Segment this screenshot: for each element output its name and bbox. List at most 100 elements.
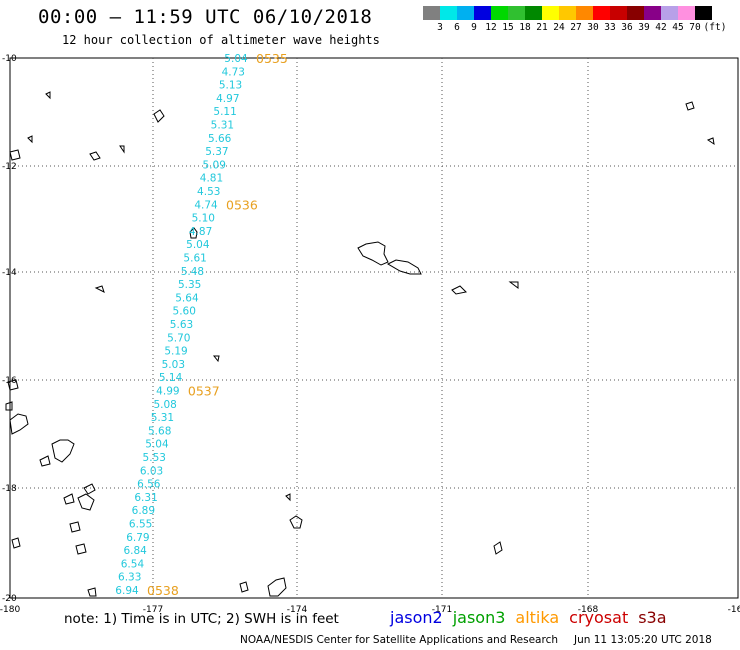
lon-tick-label: -177 <box>143 605 163 615</box>
legend-swatch <box>593 6 610 20</box>
swh-value: 5.68 <box>148 425 171 437</box>
legend-label: 27 <box>570 22 582 33</box>
island-small-17 <box>5 401 13 411</box>
legend-swatch <box>678 6 695 20</box>
island-tonga-1 <box>289 515 303 529</box>
island-small-2 <box>89 151 101 161</box>
generated-timestamp: Jun 11 13:05:20 UTC 2018 <box>574 634 712 646</box>
legend-label: 33 <box>604 22 616 33</box>
island-small-11 <box>11 537 21 549</box>
swh-value: 4.81 <box>200 173 223 185</box>
swh-value: 5.04 <box>186 239 210 251</box>
legend-swatch <box>491 6 508 20</box>
lon-tick-label: -180 <box>0 605 20 615</box>
legend-label: 36 <box>621 22 633 33</box>
island-fiji-vanua-levu <box>9 413 29 435</box>
island-small-19 <box>27 135 33 144</box>
swh-value: 6.89 <box>132 505 155 517</box>
swh-value: 6.33 <box>118 572 141 584</box>
map-frame <box>9 57 739 599</box>
swh-value: 5.04 <box>145 439 169 451</box>
swh-value: 4.97 <box>216 93 239 105</box>
island-savaii <box>357 241 389 266</box>
swh-value: 5.09 <box>203 159 226 171</box>
legend-label: 12 <box>485 22 497 33</box>
swh-value: 5.03 <box>162 359 185 371</box>
time-label: 0537 <box>188 384 220 399</box>
legend-label: 3 <box>437 22 443 33</box>
lat-lon-grid: -180 -177 -174 -171 -168 -16 -10 -12 -14 -16 -18 -2… <box>0 54 740 615</box>
swh-value: 6.31 <box>134 492 157 504</box>
swh-value: 4.87 <box>189 226 212 238</box>
lat-tick-label: -12 <box>2 162 17 172</box>
map-subtitle: 12 hour collection of altimeter wave hei… <box>62 33 380 47</box>
satellite-altika: altika <box>515 608 560 627</box>
island-tonga-2 <box>267 577 287 597</box>
swh-value: 5.11 <box>213 106 236 118</box>
island-small-7 <box>7 379 19 391</box>
island-small-4 <box>94 285 105 293</box>
island-small-10 <box>69 521 81 533</box>
legend-unit: (ft) <box>703 22 727 33</box>
swh-value: 5.66 <box>208 133 232 145</box>
island-outlines <box>5 91 715 597</box>
swh-value: 5.48 <box>181 266 204 278</box>
swh-value: 5.35 <box>178 279 201 291</box>
legend-label: 15 <box>502 22 514 33</box>
island-small-20 <box>119 145 125 154</box>
legend-swatch <box>695 6 712 20</box>
footer-credit: NOAA/NESDIS Center for Satellite Applica… <box>240 634 728 646</box>
island-niue <box>493 541 503 555</box>
legend-swatch <box>610 6 627 20</box>
swh-value: 4.73 <box>222 66 245 78</box>
legend-label: 6 <box>454 22 460 33</box>
island-small-9 <box>63 493 75 505</box>
legend-swatch <box>440 6 457 20</box>
lat-tick-label: -14 <box>2 268 17 278</box>
altimeter-track: 5.044.735.134.975.115.315.665.375.094.81… <box>115 51 288 598</box>
time-label: 0538 <box>147 583 179 598</box>
swh-value: 5.70 <box>167 332 190 344</box>
footer-note: note: 1) Time is in UTC; 2) SWH is in fe… <box>64 611 339 627</box>
time-label: 0536 <box>226 197 258 212</box>
swh-value: 5.14 <box>159 372 183 384</box>
swh-value: 4.74 <box>194 199 218 211</box>
island-small-1 <box>45 91 51 100</box>
swh-value: 5.31 <box>151 412 174 424</box>
swh-value: 5.61 <box>183 253 206 265</box>
island-small-14 <box>706 137 715 146</box>
swh-value: 5.10 <box>192 213 215 225</box>
swh-value: 5.64 <box>175 292 199 304</box>
legend-swatch <box>576 6 593 20</box>
swh-value: 5.04 <box>224 53 248 65</box>
legend-swatch <box>542 6 559 20</box>
legend-label: 39 <box>638 22 650 33</box>
lon-tick-label: -174 <box>287 605 308 615</box>
island-small-12 <box>75 543 87 555</box>
swh-value: 6.54 <box>121 558 145 570</box>
swh-value: 5.31 <box>211 120 234 132</box>
legend-label: 70 <box>689 22 701 33</box>
satellite-cryosat: cryosat <box>569 608 629 627</box>
swh-value: 5.08 <box>153 399 176 411</box>
swh-value: 5.53 <box>143 452 166 464</box>
island-upolu <box>386 259 422 275</box>
island-wallis <box>189 227 198 239</box>
swh-value: 4.99 <box>156 386 179 398</box>
satellite-jason2: jason2 <box>390 608 443 627</box>
swh-value: 4.53 <box>197 186 220 198</box>
lat-tick-label: -20 <box>2 594 17 604</box>
swh-value: 5.19 <box>164 346 187 358</box>
island-small-13 <box>685 101 695 111</box>
lon-tick-label: -171 <box>432 605 452 615</box>
legend-swatch <box>644 6 661 20</box>
legend-label: 9 <box>471 22 477 33</box>
credit-text: NOAA/NESDIS Center for Satellite Applica… <box>240 634 558 646</box>
swh-value: 6.03 <box>140 465 163 477</box>
lon-tick-label: -16 <box>728 605 740 615</box>
island-small-5 <box>451 285 468 295</box>
legend-label: 21 <box>536 22 548 33</box>
legend-swatch <box>508 6 525 20</box>
lat-tick-label: -16 <box>2 376 17 386</box>
swh-value: 5.13 <box>219 80 242 92</box>
